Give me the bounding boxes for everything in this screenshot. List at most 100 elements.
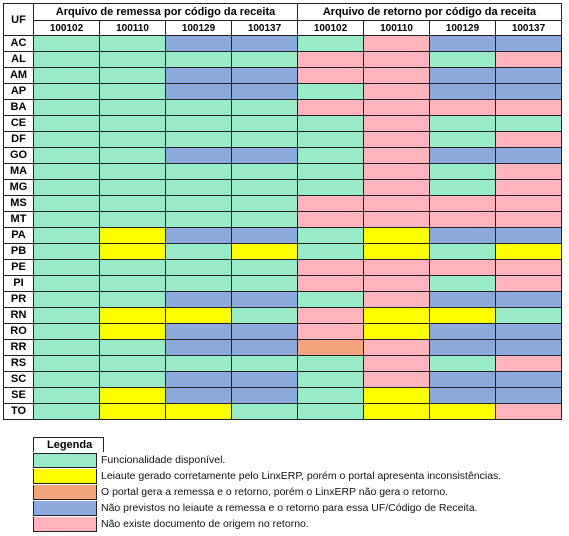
- uf-label: RN: [3, 307, 34, 324]
- legend-item: Leiaute gerado corretamente pelo LinxERP…: [33, 468, 533, 484]
- retorno-code-header: 100129: [429, 20, 496, 36]
- table-row: PI: [3, 275, 562, 292]
- legend: Legenda Funcionalidade disponível. Leiaut…: [33, 437, 533, 532]
- retorno-status-cell: [363, 179, 430, 196]
- retorno-status-cell: [363, 291, 430, 308]
- retorno-status-cell: [495, 291, 562, 308]
- retorno-status-cell: [363, 227, 430, 244]
- remessa-status-cell: [231, 291, 298, 308]
- remessa-status-cell: [99, 195, 166, 212]
- retorno-status-cell: [429, 211, 496, 228]
- retorno-group-header: Arquivo de retorno por código da receita: [297, 3, 562, 21]
- retorno-status-cell: [495, 339, 562, 356]
- remessa-status-cell: [165, 323, 232, 340]
- retorno-status-cell: [429, 307, 496, 324]
- remessa-status-cell: [99, 291, 166, 308]
- table-row: PR: [3, 291, 562, 308]
- retorno-status-cell: [429, 131, 496, 148]
- retorno-status-cell: [297, 195, 364, 212]
- retorno-status-cell: [429, 339, 496, 356]
- retorno-code-header: 100110: [363, 20, 430, 36]
- remessa-status-cell: [99, 371, 166, 388]
- remessa-status-cell: [99, 83, 166, 100]
- retorno-status-cell: [429, 195, 496, 212]
- remessa-status-cell: [33, 323, 100, 340]
- remessa-status-cell: [231, 275, 298, 292]
- retorno-status-cell: [495, 275, 562, 292]
- retorno-status-cell: [495, 227, 562, 244]
- remessa-status-cell: [231, 51, 298, 68]
- legend-swatch: [33, 484, 97, 500]
- retorno-status-cell: [297, 211, 364, 228]
- remessa-status-cell: [99, 35, 166, 52]
- remessa-status-cell: [165, 99, 232, 116]
- retorno-status-cell: [297, 339, 364, 356]
- remessa-status-cell: [33, 115, 100, 132]
- remessa-status-cell: [165, 115, 232, 132]
- remessa-status-cell: [99, 243, 166, 260]
- uf-column-header: UF: [3, 3, 34, 36]
- table-row: SC: [3, 371, 562, 388]
- uf-receita-matrix: UF Arquivo de remessa por código da rece…: [3, 3, 562, 420]
- retorno-status-cell: [297, 35, 364, 52]
- retorno-status-cell: [495, 67, 562, 84]
- remessa-status-cell: [99, 227, 166, 244]
- retorno-status-cell: [495, 83, 562, 100]
- retorno-status-cell: [297, 179, 364, 196]
- retorno-status-cell: [429, 51, 496, 68]
- retorno-status-cell: [363, 259, 430, 276]
- remessa-status-cell: [33, 307, 100, 324]
- retorno-status-cell: [495, 99, 562, 116]
- remessa-code-header: 100129: [165, 20, 232, 36]
- retorno-status-cell: [495, 355, 562, 372]
- retorno-status-cell: [297, 131, 364, 148]
- legend-items: Funcionalidade disponível. Leiaute gerado…: [33, 452, 533, 532]
- remessa-status-cell: [165, 243, 232, 260]
- retorno-status-cell: [297, 67, 364, 84]
- remessa-status-cell: [33, 371, 100, 388]
- remessa-status-cell: [33, 83, 100, 100]
- retorno-status-cell: [429, 323, 496, 340]
- retorno-status-cell: [363, 211, 430, 228]
- remessa-status-cell: [165, 387, 232, 404]
- table-row: AL: [3, 51, 562, 68]
- retorno-status-cell: [495, 163, 562, 180]
- remessa-status-cell: [33, 131, 100, 148]
- table-row: MS: [3, 195, 562, 212]
- remessa-status-cell: [231, 99, 298, 116]
- retorno-code-header: 100137: [495, 20, 562, 36]
- remessa-status-cell: [165, 163, 232, 180]
- table-row: CE: [3, 115, 562, 132]
- remessa-status-cell: [165, 291, 232, 308]
- legend-title: Legenda: [33, 437, 104, 452]
- remessa-status-cell: [33, 147, 100, 164]
- retorno-status-cell: [363, 307, 430, 324]
- uf-label: BA: [3, 99, 34, 116]
- remessa-status-cell: [165, 211, 232, 228]
- remessa-status-cell: [165, 339, 232, 356]
- retorno-status-cell: [363, 387, 430, 404]
- uf-label: MT: [3, 211, 34, 228]
- table-row: RS: [3, 355, 562, 372]
- legend-swatch: [33, 516, 97, 532]
- remessa-status-cell: [231, 259, 298, 276]
- remessa-status-cell: [99, 99, 166, 116]
- remessa-status-cell: [231, 83, 298, 100]
- retorno-status-cell: [495, 371, 562, 388]
- remessa-status-cell: [165, 131, 232, 148]
- remessa-status-cell: [231, 355, 298, 372]
- remessa-status-cell: [99, 163, 166, 180]
- remessa-status-cell: [99, 131, 166, 148]
- remessa-status-cell: [165, 307, 232, 324]
- table-row: AM: [3, 67, 562, 84]
- table-row: RN: [3, 307, 562, 324]
- remessa-status-cell: [99, 179, 166, 196]
- retorno-status-cell: [363, 83, 430, 100]
- remessa-status-cell: [231, 115, 298, 132]
- remessa-status-cell: [33, 291, 100, 308]
- retorno-status-cell: [495, 147, 562, 164]
- remessa-status-cell: [33, 163, 100, 180]
- retorno-status-cell: [363, 147, 430, 164]
- table-row: PB: [3, 243, 562, 260]
- uf-label: AP: [3, 83, 34, 100]
